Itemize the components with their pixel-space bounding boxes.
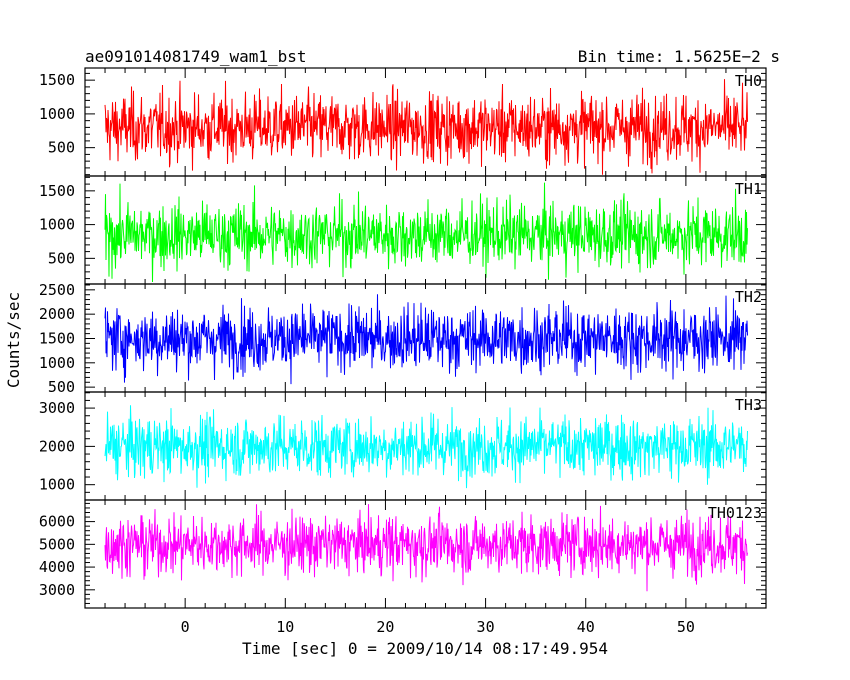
y-tick-label: 4000 (39, 558, 75, 576)
y-tick-label: 500 (48, 378, 75, 396)
x-tick-label: 0 (181, 618, 190, 636)
y-tick-label: 2000 (39, 305, 75, 323)
series-label-th3: TH3 (735, 396, 762, 414)
y-tick-label: 6000 (39, 513, 75, 531)
y-tick-label: 5000 (39, 535, 75, 553)
x-axis-label: Time [sec] 0 = 2009/10/14 08:17:49.954 (242, 639, 608, 658)
y-tick-label: 500 (48, 139, 75, 157)
series-label-th1: TH1 (735, 180, 762, 198)
panels-group: TH050010001500TH150010001500TH2500100015… (39, 67, 767, 636)
y-tick-label: 1500 (39, 71, 75, 89)
y-tick-label: 1000 (39, 105, 75, 123)
series-line-th0123 (104, 504, 748, 592)
x-tick-label: 10 (276, 618, 294, 636)
series-line-th1 (104, 182, 748, 283)
y-axis-label: Counts/sec (4, 292, 23, 388)
series-label-th0: TH0 (735, 72, 762, 90)
series-label-th2: TH2 (735, 288, 762, 306)
series-label-th0123: TH0123 (708, 504, 762, 522)
y-tick-label: 2000 (39, 437, 75, 455)
y-tick-label: 3000 (39, 581, 75, 599)
y-tick-label: 2500 (39, 281, 75, 299)
series-line-th0 (104, 79, 748, 175)
y-tick-label: 1000 (39, 354, 75, 372)
y-tick-label: 1000 (39, 476, 75, 494)
y-tick-label: 1000 (39, 216, 75, 234)
y-tick-label: 1500 (39, 329, 75, 347)
bin-time-label: Bin time: 1.5625E−2 s (578, 47, 780, 66)
series-line-th3 (104, 405, 748, 489)
x-tick-label: 40 (577, 618, 595, 636)
chart-title: ae091014081749_wam1_bst (85, 47, 307, 66)
y-tick-label: 3000 (39, 399, 75, 417)
x-tick-label: 30 (477, 618, 495, 636)
series-line-th2 (104, 294, 748, 385)
x-tick-label: 50 (677, 618, 695, 636)
x-tick-label: 20 (376, 618, 394, 636)
y-tick-label: 500 (48, 249, 75, 267)
y-tick-label: 1500 (39, 182, 75, 200)
